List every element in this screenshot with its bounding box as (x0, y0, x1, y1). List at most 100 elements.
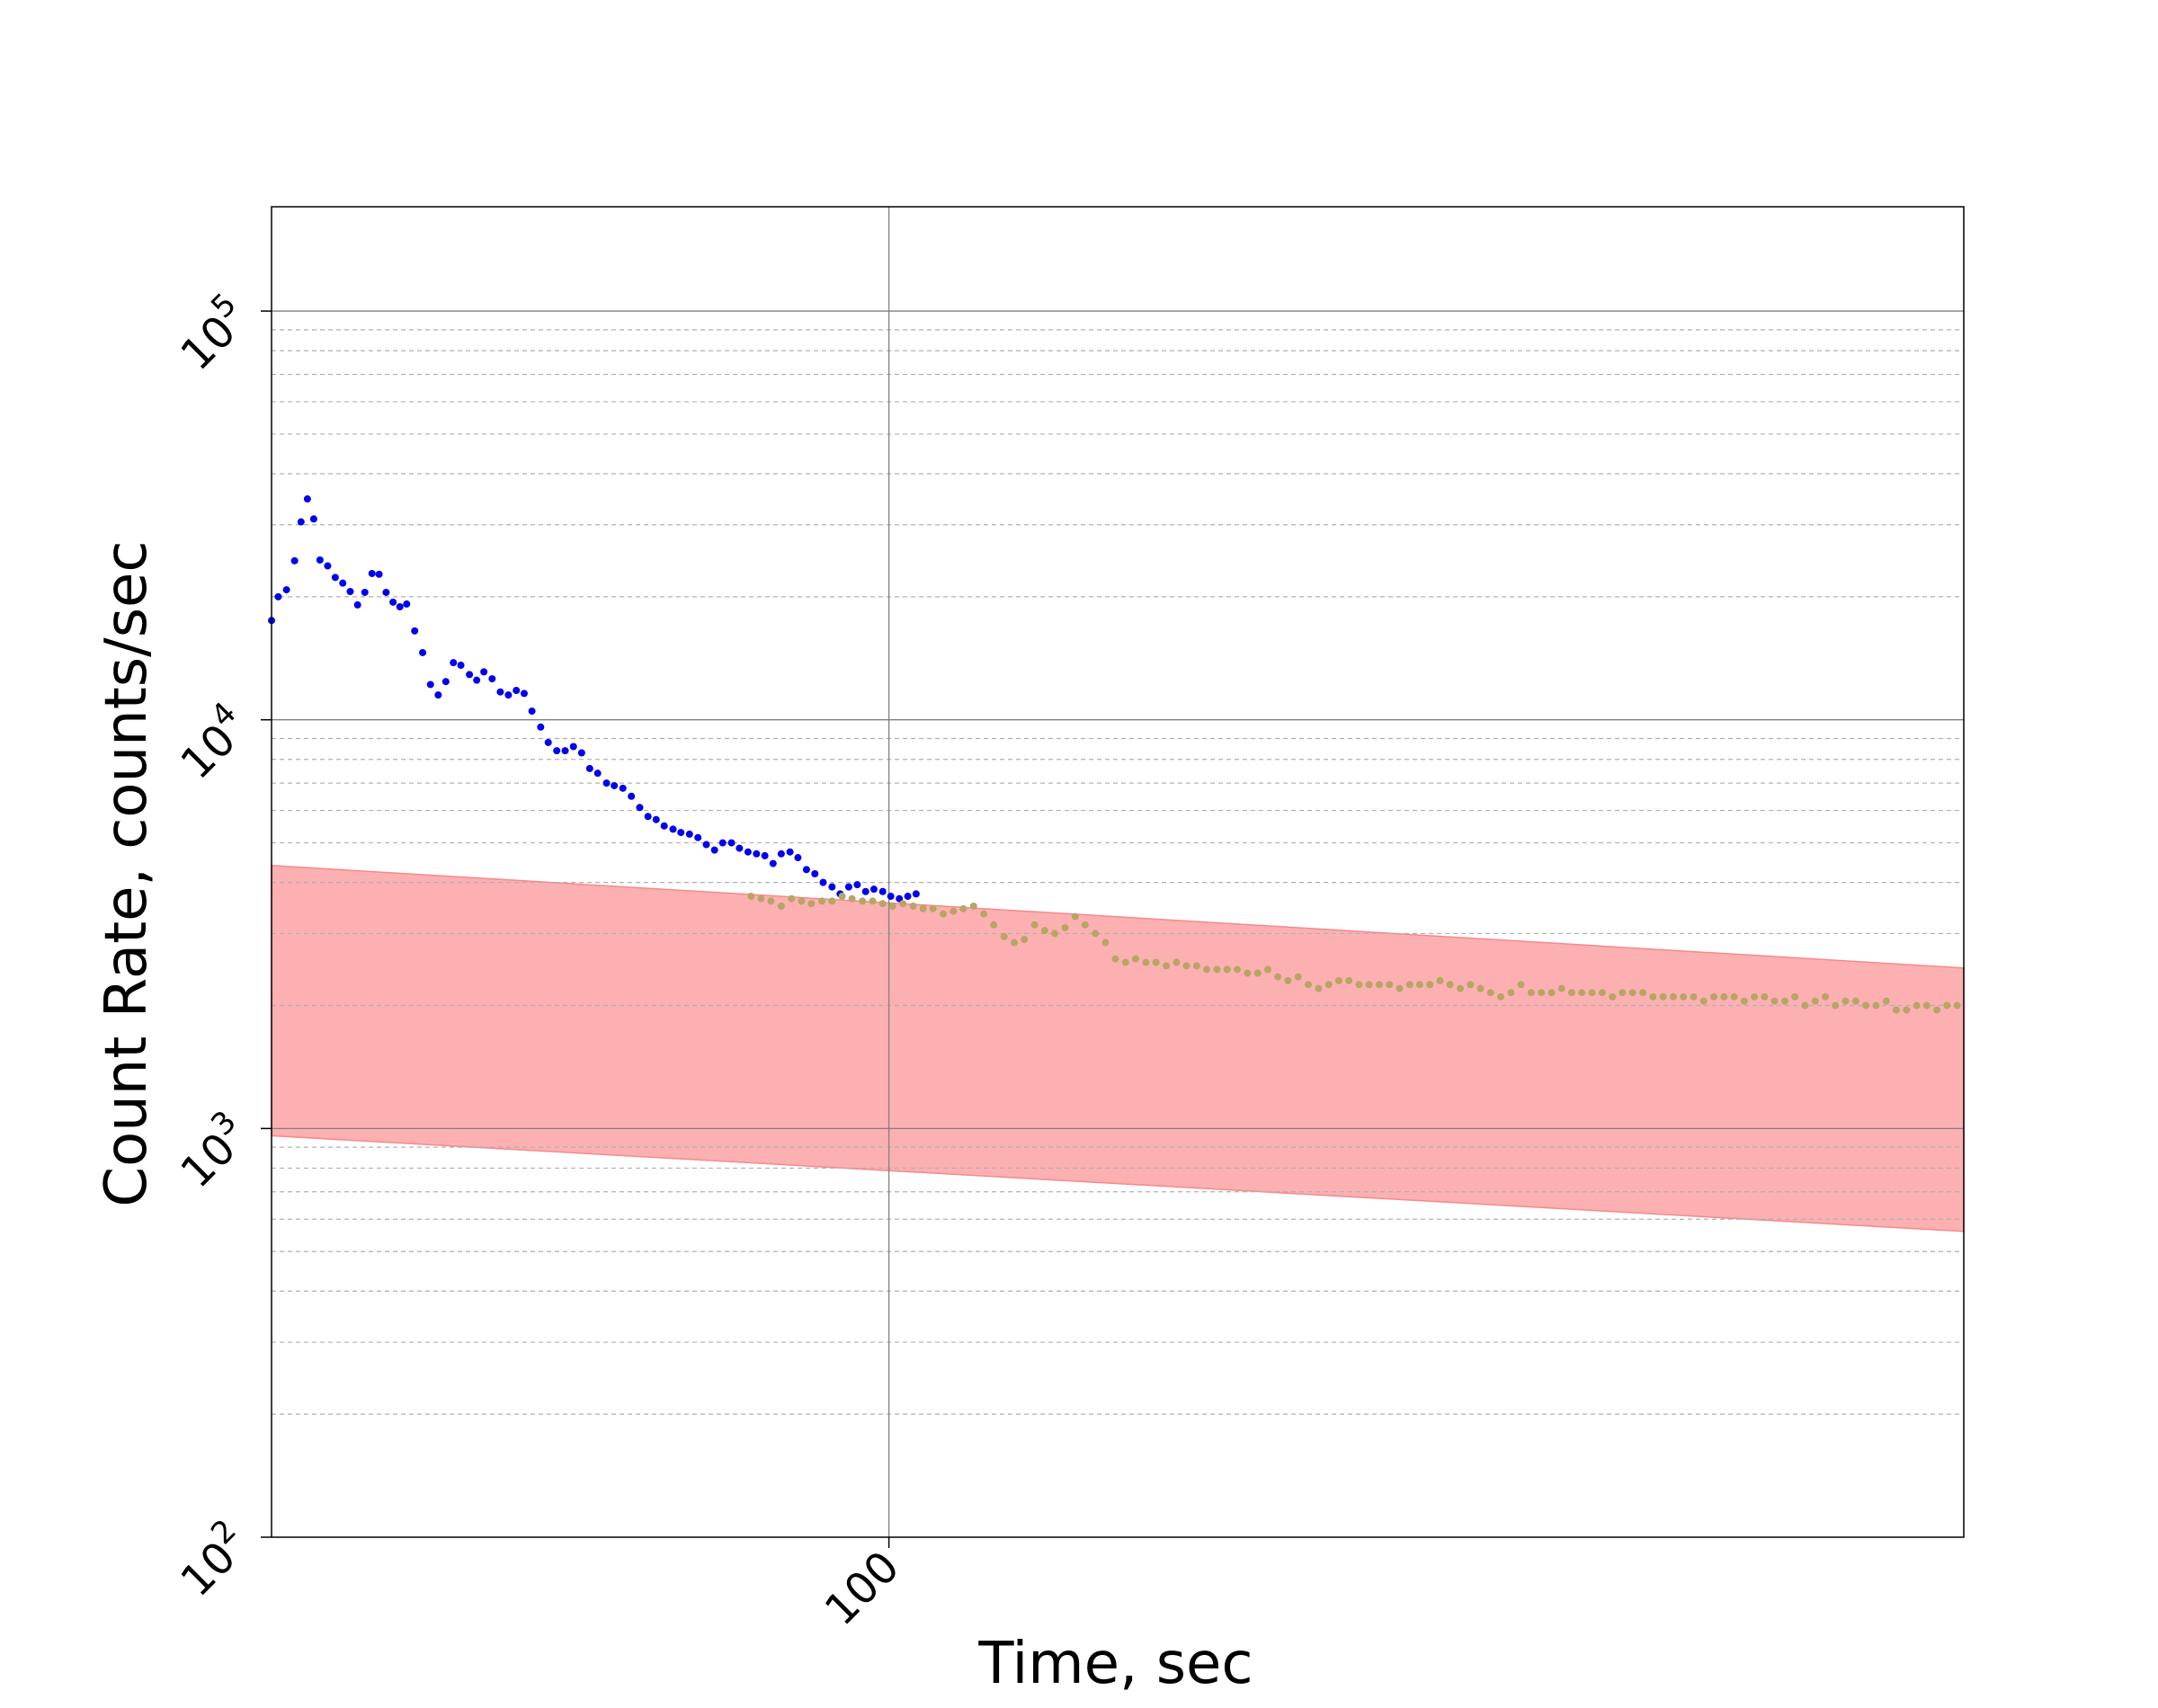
data-point (602, 779, 611, 787)
data-point (1405, 981, 1413, 989)
data-point (1821, 992, 1829, 1001)
data-point (396, 603, 404, 611)
data-point (274, 592, 282, 600)
data-point (1770, 997, 1779, 1005)
data-point (753, 850, 761, 858)
data-point (1396, 984, 1404, 992)
data-point (1761, 992, 1769, 1001)
data-point (1244, 969, 1252, 977)
data-point (1903, 1006, 1911, 1014)
data-point (303, 495, 311, 503)
data-point (888, 902, 896, 910)
data-point (1943, 1001, 1951, 1010)
data-point (282, 586, 290, 594)
data-point (504, 691, 513, 699)
data-point (1284, 976, 1292, 984)
data-point (611, 781, 619, 789)
data-point (1690, 992, 1698, 1001)
data-point (1882, 997, 1890, 1005)
data-point (1538, 989, 1546, 997)
data-point (909, 902, 917, 910)
data-point (577, 749, 585, 757)
data-point (1710, 992, 1718, 1001)
data-point (786, 848, 794, 856)
data-point (561, 747, 569, 755)
data-point (1355, 981, 1363, 989)
data-point (331, 574, 339, 582)
data-point (1730, 992, 1738, 1001)
data-point (1872, 1001, 1880, 1010)
data-point (339, 579, 347, 587)
data-point (904, 893, 912, 901)
data-point (929, 904, 937, 912)
data-point (1071, 912, 1079, 921)
data-point (1304, 981, 1312, 989)
data-point (838, 893, 846, 901)
data-point (382, 588, 390, 596)
data-point (794, 854, 802, 862)
data-point (1892, 1006, 1900, 1014)
data-point (1669, 992, 1677, 1001)
data-point (1467, 981, 1475, 989)
data-point (1720, 992, 1728, 1001)
data-point (441, 678, 450, 686)
data-point (817, 897, 825, 905)
data-point (878, 900, 887, 908)
model-band-layer (271, 865, 1965, 1232)
grid-layer (272, 207, 1964, 1537)
data-point (316, 556, 324, 564)
data-point (1811, 997, 1819, 1005)
data-point (811, 869, 819, 877)
data-point (450, 659, 458, 667)
data-point (1294, 973, 1302, 981)
data-point (1163, 962, 1171, 970)
data-point (727, 839, 736, 847)
data-point (619, 784, 627, 792)
y-axis-label: Count Rate, counts/sec (94, 540, 160, 1206)
data-point (1507, 989, 1515, 997)
data-point (1234, 965, 1242, 974)
data-point (1375, 981, 1383, 989)
data-point (1345, 976, 1353, 984)
data-point (1497, 992, 1505, 1001)
plot-frame (271, 206, 1965, 1538)
data-point (718, 839, 727, 847)
data-point (1751, 992, 1759, 1001)
data-point (1628, 989, 1636, 997)
data-point (757, 894, 765, 903)
data-point (1598, 989, 1606, 997)
data-point (861, 887, 869, 895)
data-point (1365, 981, 1373, 989)
data-point (1213, 965, 1221, 974)
data-point (466, 671, 474, 679)
data-point (636, 804, 644, 812)
data-point (368, 569, 376, 577)
data-point (1801, 1001, 1809, 1010)
data-point (1649, 992, 1657, 1001)
data-point (677, 829, 685, 837)
data-point (710, 846, 718, 854)
data-point (537, 723, 545, 731)
data-point (1436, 976, 1444, 984)
data-point (520, 689, 528, 698)
data-point (1476, 984, 1485, 992)
data-point (1913, 1001, 1921, 1010)
data-point (411, 627, 419, 635)
data-point (652, 815, 660, 823)
data-point (1618, 989, 1627, 997)
data-point (528, 707, 536, 716)
data-point (844, 883, 852, 891)
data-point (950, 907, 958, 915)
data-point (802, 866, 810, 874)
data-point (1051, 930, 1059, 938)
data-point (1386, 981, 1394, 989)
data-point (1588, 989, 1596, 997)
data-point (1111, 955, 1119, 963)
data-point (1324, 981, 1333, 989)
data-point (513, 687, 521, 695)
data-point (1609, 992, 1617, 1001)
data-point (1092, 930, 1100, 938)
data-point (1527, 989, 1535, 997)
data-point (1061, 923, 1069, 931)
